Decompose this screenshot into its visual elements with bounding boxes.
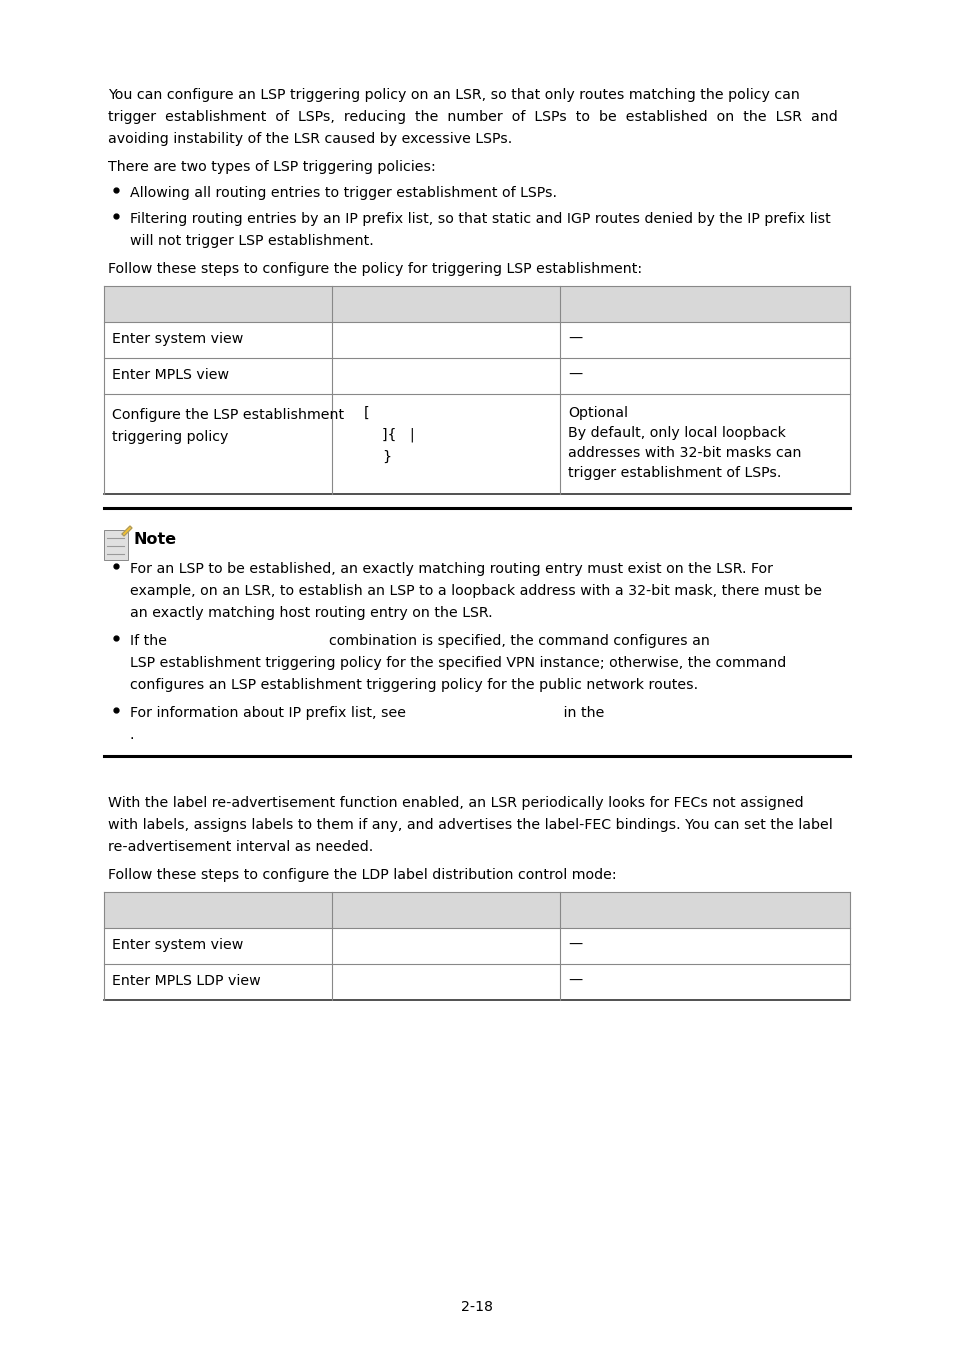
Text: Enter MPLS LDP view: Enter MPLS LDP view [112,973,260,988]
Text: Allowing all routing entries to trigger establishment of LSPs.: Allowing all routing entries to trigger … [130,186,557,200]
Text: Filtering routing entries by an IP prefix list, so that static and IGP routes de: Filtering routing entries by an IP prefi… [130,212,830,225]
Text: For an LSP to be established, an exactly matching routing entry must exist on th: For an LSP to be established, an exactly… [130,562,772,576]
Text: Configure the LSP establishment: Configure the LSP establishment [112,408,344,423]
Text: .: . [130,728,134,743]
Text: Follow these steps to configure the policy for triggering LSP establishment:: Follow these steps to configure the poli… [108,262,641,275]
Text: —: — [567,332,581,346]
Text: Enter system view: Enter system view [112,938,243,952]
Text: By default, only local loopback: By default, only local loopback [567,427,785,440]
Bar [104,892,849,927]
Text: an exactly matching host routing entry on the LSR.: an exactly matching host routing entry o… [130,606,492,620]
Text: Follow these steps to configure the LDP label distribution control mode:: Follow these steps to configure the LDP … [108,868,616,882]
Text: For information about IP prefix list, see                                   in t: For information about IP prefix list, se… [130,706,604,720]
Polygon shape [122,526,132,536]
Text: avoiding instability of the LSR caused by excessive LSPs.: avoiding instability of the LSR caused b… [108,132,512,146]
Text: —: — [567,369,581,382]
Text: If the                                    combination is specified, the command : If the combination is specified, the com… [130,634,709,648]
Text: example, on an LSR, to establish an LSP to a loopback address with a 32-bit mask: example, on an LSR, to establish an LSP … [130,585,821,598]
Text: re-advertisement interval as needed.: re-advertisement interval as needed. [108,840,373,855]
Text: LSP establishment triggering policy for the specified VPN instance; otherwise, t: LSP establishment triggering policy for … [130,656,785,670]
Text: Optional: Optional [567,406,627,420]
Text: You can configure an LSP triggering policy on an LSR, so that only routes matchi: You can configure an LSP triggering poli… [108,88,799,103]
Text: 2-18: 2-18 [460,1300,493,1314]
Text: will not trigger LSP establishment.: will not trigger LSP establishment. [130,234,374,248]
Text: }: } [381,450,391,464]
FancyBboxPatch shape [104,531,128,560]
Text: addresses with 32-bit masks can: addresses with 32-bit masks can [567,446,801,460]
Text: triggering policy: triggering policy [112,431,228,444]
Text: [: [ [364,406,369,420]
Text: —: — [567,973,581,988]
Text: Enter system view: Enter system view [112,332,243,346]
Text: with labels, assigns labels to them if any, and advertises the label-FEC binding: with labels, assigns labels to them if a… [108,818,832,832]
Text: Enter MPLS view: Enter MPLS view [112,369,229,382]
Bar [104,286,849,323]
Text: —: — [567,938,581,952]
Text: With the label re-advertisement function enabled, an LSR periodically looks for : With the label re-advertisement function… [108,796,802,810]
Text: ]{   |: ]{ | [381,428,415,443]
Text: Note: Note [133,532,177,547]
Text: There are two types of LSP triggering policies:: There are two types of LSP triggering po… [108,161,436,174]
Text: configures an LSP establishment triggering policy for the public network routes.: configures an LSP establishment triggeri… [130,678,698,693]
Text: trigger establishment of LSPs.: trigger establishment of LSPs. [567,466,781,481]
Text: trigger  establishment  of  LSPs,  reducing  the  number  of  LSPs  to  be  esta: trigger establishment of LSPs, reducing … [108,109,837,124]
